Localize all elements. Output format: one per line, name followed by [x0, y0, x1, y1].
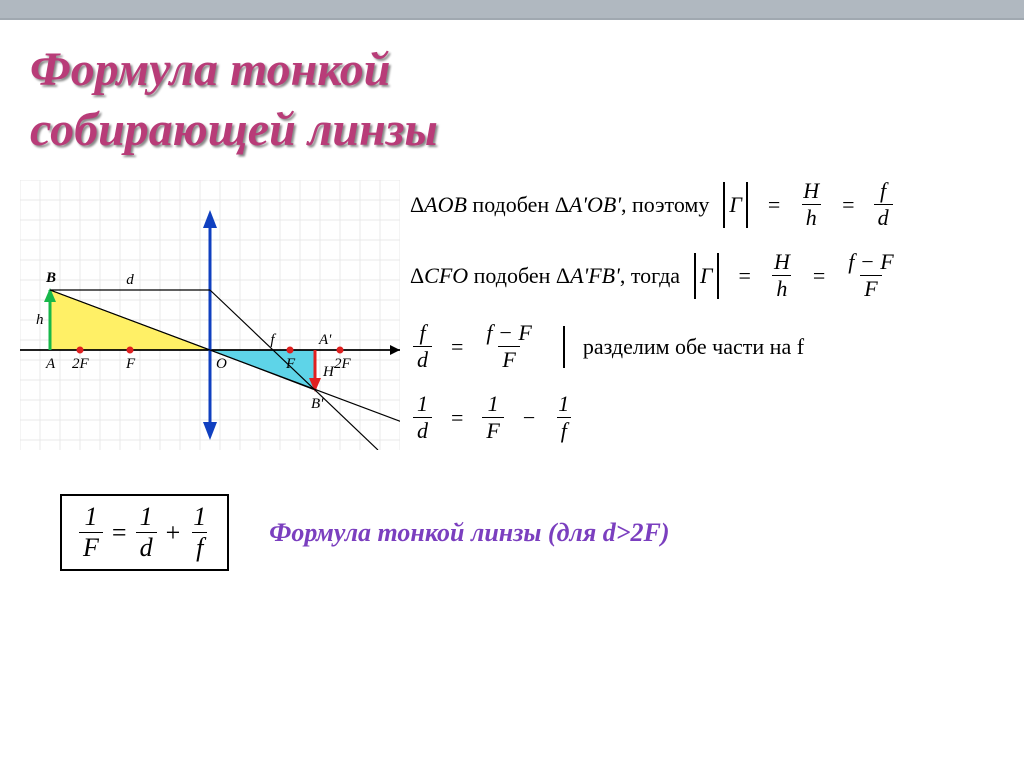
triangle-afb-prime: A'FB' [570, 263, 620, 288]
text-then: , тогда [620, 263, 680, 288]
triangle-aob-prime: A'OB' [569, 192, 621, 217]
den-F1: F [860, 275, 881, 300]
vbar [563, 326, 565, 368]
ff-num2: 1 [136, 504, 157, 532]
num-fF2: f − F [482, 322, 535, 346]
svg-text:d: d [126, 272, 134, 288]
derivation-row-4: 1d = 1F − 1f [410, 393, 1004, 442]
svg-text:A: A [45, 356, 56, 372]
abs-gamma-2: Г [690, 253, 723, 299]
svg-text:2F: 2F [334, 356, 352, 372]
abs-gamma-1: Г [719, 182, 752, 228]
derivation-column: ΔAOB подобен ΔA'OB', поэтому Г = Hh = fd… [400, 180, 1004, 464]
slide-top-border [0, 0, 1024, 20]
num-1a: 1 [413, 393, 432, 417]
den-d3: d [413, 417, 432, 442]
num-H2: H [770, 251, 794, 275]
svg-text:A': A' [318, 332, 332, 348]
den-d1: d [874, 204, 893, 229]
bottom-row: 1F = 1d + 1f Формула тонкой линзы (для d… [0, 494, 1024, 571]
den-h2: h [772, 275, 791, 300]
ff-denF: F [79, 532, 103, 561]
text-podoben-2: подобен Δ [468, 263, 570, 288]
svg-text:B: B [45, 270, 56, 286]
gamma-1: Г [729, 192, 742, 218]
content-area: dfhHABOF2FF2FA'B' ΔAOB подобен ΔA'OB', п… [0, 170, 1024, 464]
ff-num3: 1 [189, 504, 210, 532]
title-line-2: собирающей линзы [30, 100, 994, 160]
text-therefore: , поэтому [621, 192, 709, 217]
derivation-row-3: fd = f − FF разделим обе части на f [410, 322, 1004, 371]
derivation-row-1: ΔAOB подобен ΔA'OB', поэтому Г = Hh = fd [410, 180, 1004, 229]
frac-H-h-2: Hh [770, 251, 794, 300]
derivation-row-2: ΔCFO подобен ΔA'FB', тогда Г = Hh = f − … [410, 251, 1004, 300]
ff-eq: = [112, 518, 127, 548]
frac-f-d: fd [874, 180, 893, 229]
ff-plus: + [166, 518, 181, 548]
frac-f-d-2: fd [413, 322, 432, 371]
num-H1: H [799, 180, 823, 204]
diagram-column: dfhHABOF2FF2FA'B' [20, 180, 400, 464]
lens-ray-diagram: dfhHABOF2FF2FA'B' [20, 180, 400, 450]
thin-lens-formula-box: 1F = 1d + 1f [60, 494, 229, 571]
triangle-aob: AOB [424, 192, 467, 217]
slide-title: Формула тонкой собирающей линзы [30, 40, 994, 160]
delta-symbol: Δ [410, 192, 424, 217]
svg-text:B': B' [311, 396, 324, 412]
num-f2: f [415, 322, 429, 346]
num-1b: 1 [484, 393, 503, 417]
svg-text:F: F [125, 356, 136, 372]
den-d2: d [413, 346, 432, 371]
gamma-2: Г [700, 263, 713, 289]
num-f1: f [876, 180, 890, 204]
den-F3: F [482, 417, 503, 442]
frac-fF-F-2: f − FF [482, 322, 535, 371]
svg-text:F: F [285, 356, 296, 372]
frac-1-F: 1F [482, 393, 503, 442]
num-fF: f − F [844, 251, 897, 275]
ff-dend: d [136, 532, 157, 561]
svg-text:O: O [216, 356, 227, 372]
svg-text:h: h [36, 312, 44, 328]
svg-text:2F: 2F [72, 356, 90, 372]
delta-symbol-2: Δ [410, 263, 424, 288]
ff-num1: 1 [80, 504, 101, 532]
den-F2: F [498, 346, 519, 371]
frac-fF-F: f − FF [844, 251, 897, 300]
title-line-1: Формула тонкой [30, 40, 994, 100]
frac-1-d: 1d [413, 393, 432, 442]
frac-1-f: 1f [554, 393, 573, 442]
text-podoben-1: подобен Δ [467, 192, 569, 217]
den-f3: f [557, 417, 571, 442]
den-h1: h [802, 204, 821, 229]
ff-denf: f [192, 532, 207, 561]
formula-caption: Формула тонкой линзы (для d>2F) [269, 518, 669, 548]
frac-H-h-1: Hh [799, 180, 823, 229]
text-divide-note: разделим обе части на f [583, 334, 804, 360]
triangle-cfo: CFO [424, 263, 468, 288]
num-1c: 1 [554, 393, 573, 417]
